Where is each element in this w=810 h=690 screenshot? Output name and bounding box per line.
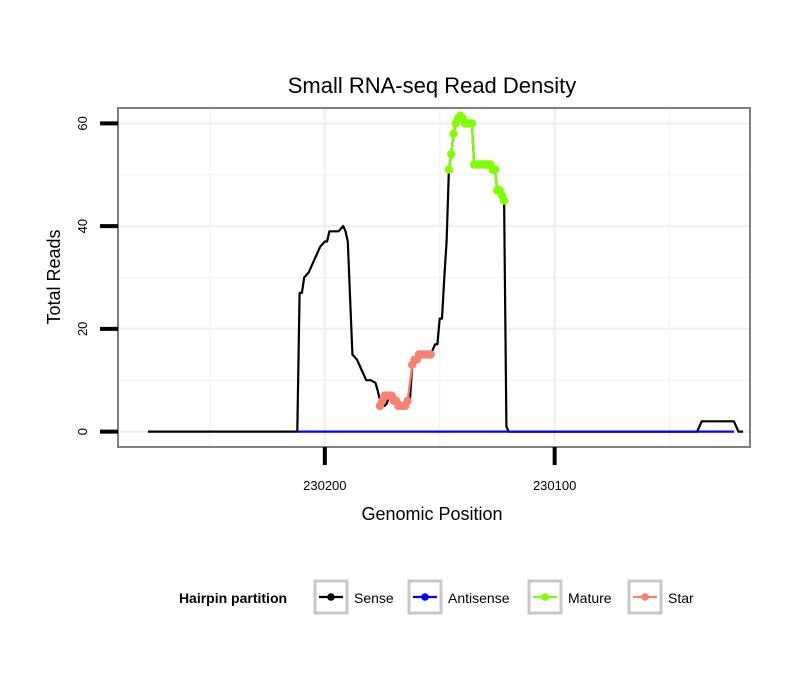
y-tick-label: 0 bbox=[75, 428, 90, 435]
plot-area bbox=[117, 107, 751, 448]
x-axis: 230200 230100 bbox=[303, 447, 576, 493]
x-axis-label: Genomic Position bbox=[361, 504, 502, 524]
series-points bbox=[375, 111, 509, 411]
plot-border bbox=[117, 107, 751, 448]
data-point-mature bbox=[449, 129, 458, 138]
data-point-mature bbox=[490, 165, 500, 174]
legend-label: Star bbox=[668, 590, 694, 606]
data-point-mature bbox=[467, 119, 477, 128]
legend-label: Sense bbox=[354, 590, 394, 606]
legend: Hairpin partition Sense Antisense Mature St… bbox=[179, 579, 694, 615]
chart-title: Small RNA-seq Read Density bbox=[288, 73, 577, 98]
y-axis-label: Total Reads bbox=[44, 229, 64, 324]
y-tick-label: 40 bbox=[75, 219, 90, 233]
y-tick-label: 60 bbox=[75, 116, 90, 130]
y-tick-label: 20 bbox=[75, 322, 90, 336]
legend-label: Antisense bbox=[448, 590, 510, 606]
y-axis: 0 20 40 60 bbox=[75, 116, 118, 435]
data-point-mature bbox=[499, 196, 509, 205]
legend-label: Mature bbox=[568, 590, 612, 606]
legend-title: Hairpin partition bbox=[179, 590, 287, 606]
x-tick-label: 230200 bbox=[303, 478, 346, 493]
gridlines bbox=[118, 108, 750, 447]
data-point-mature bbox=[447, 150, 456, 159]
data-point-mature bbox=[444, 165, 454, 174]
data-point-star bbox=[403, 396, 412, 405]
legend-key-point bbox=[327, 593, 335, 601]
x-tick-label: 230100 bbox=[533, 478, 576, 493]
legend-key-point bbox=[421, 593, 429, 601]
legend-key-point bbox=[541, 593, 549, 601]
legend-key-point bbox=[641, 593, 649, 601]
data-point-star bbox=[426, 350, 435, 359]
